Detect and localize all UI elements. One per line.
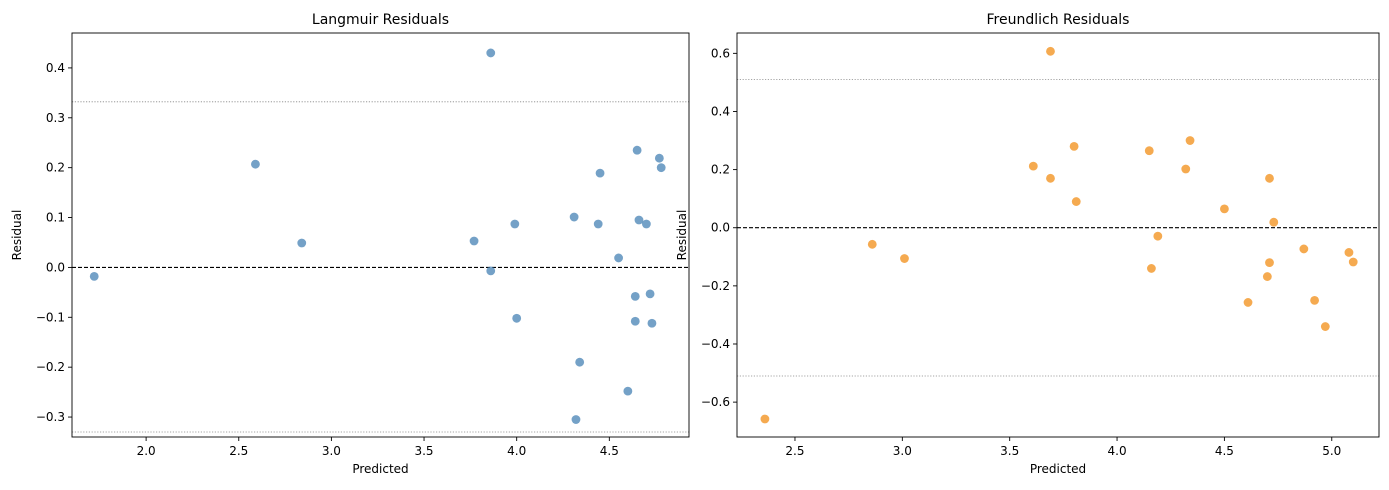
x-tick-label: 4.0: [1108, 444, 1127, 458]
residual-point: [900, 254, 909, 263]
y-tick-label: −0.3: [36, 410, 65, 424]
residual-point: [1269, 217, 1279, 227]
residual-point: [867, 239, 877, 249]
residual-point: [654, 153, 664, 163]
y-tick-label: 0.0: [711, 221, 730, 235]
x-tick-label: 3.5: [414, 444, 433, 458]
residual-point: [469, 236, 479, 246]
residual-point: [486, 48, 496, 58]
residual-point: [760, 414, 770, 424]
y-axis-label: Residual: [10, 210, 24, 261]
x-tick-label: 4.5: [600, 444, 619, 458]
residual-point: [569, 212, 579, 222]
axes-frame: [736, 32, 1380, 438]
x-axis-label: Predicted: [1030, 462, 1086, 476]
residual-point: [1185, 136, 1195, 145]
residual-point: [89, 271, 99, 281]
residual-point: [630, 291, 640, 301]
residual-point: [623, 386, 633, 396]
residual-point: [1348, 257, 1358, 267]
residual-point: [1069, 141, 1079, 151]
residual-point: [297, 238, 307, 248]
residual-point: [1320, 322, 1330, 331]
residual-point: [510, 219, 520, 229]
residual-point: [571, 415, 581, 424]
residual-point: [251, 159, 260, 169]
x-tick-label: 2.5: [229, 444, 248, 458]
residual-point: [1028, 161, 1038, 171]
residual-point: [614, 253, 623, 263]
residual-point: [645, 289, 655, 299]
residual-point: [1153, 231, 1163, 241]
x-tick-label: 4.0: [507, 444, 526, 458]
axes-frame: [71, 32, 690, 438]
y-tick-label: 0.4: [46, 61, 65, 75]
x-tick-label: 2.5: [785, 444, 804, 458]
residual-point: [1071, 197, 1081, 206]
langmuir-residuals-panel: 2.0 2.5 3.0 3.5 4.0 4.5 −0.3 −0.2 −0.1 0.0 0.1 0.2 0…: [10, 12, 690, 476]
residual-point: [595, 168, 605, 178]
residual-point: [632, 145, 642, 155]
residual-point: [1310, 295, 1319, 305]
y-tick-label: 0.0: [46, 260, 65, 274]
chart-title: Langmuir Residuals: [312, 12, 449, 28]
residual-point: [641, 219, 651, 229]
x-tick-label: 4.5: [1215, 444, 1234, 458]
y-tick-label: 0.2: [711, 163, 730, 177]
x-tick-label: 5.0: [1322, 444, 1341, 458]
residual-point: [593, 219, 603, 229]
x-axis-label: Predicted: [352, 462, 408, 476]
residual-point: [1299, 244, 1309, 254]
y-tick-label: −0.1: [36, 310, 65, 324]
residual-point: [1147, 264, 1156, 273]
y-tick-label: −0.2: [701, 279, 730, 293]
y-tick-label: −0.4: [701, 337, 730, 351]
residual-point: [1265, 258, 1274, 268]
residual-point: [486, 266, 496, 276]
y-tick-label: −0.6: [701, 395, 730, 409]
x-tick-label: 3.0: [893, 444, 912, 458]
x-tick-label: 3.0: [322, 444, 341, 458]
residual-point: [1144, 146, 1154, 156]
residual-point: [1262, 272, 1272, 281]
residual-point: [1046, 46, 1055, 56]
chart-title: Freundlich Residuals: [987, 12, 1130, 28]
x-tick-label: 2.0: [137, 444, 156, 458]
residual-point: [512, 313, 522, 323]
residual-point: [1181, 164, 1191, 174]
residual-point: [1265, 173, 1274, 183]
residual-point: [1344, 248, 1354, 257]
y-axis-label: Residual: [675, 210, 689, 261]
residual-point: [634, 215, 644, 225]
freundlich-residuals-panel: 2.5 3.0 3.5 4.0 4.5 5.0 −0.6 −0.4 −0.2 0.0 0.2 0.4 0…: [675, 12, 1380, 476]
y-tick-label: −0.2: [36, 360, 65, 374]
x-tick-label: 3.5: [1000, 444, 1019, 458]
residual-point: [1046, 173, 1055, 183]
y-tick-label: 0.6: [711, 46, 730, 60]
y-tick-label: 0.4: [711, 104, 730, 118]
y-tick-label: 0.2: [46, 161, 65, 175]
residual-point: [647, 318, 657, 328]
residual-point: [630, 316, 640, 326]
residual-point: [1220, 204, 1229, 214]
residual-point: [656, 163, 666, 173]
y-tick-label: 0.1: [46, 211, 65, 225]
residual-point: [1243, 298, 1253, 307]
residual-point: [575, 357, 585, 367]
y-tick-label: 0.3: [46, 111, 65, 125]
